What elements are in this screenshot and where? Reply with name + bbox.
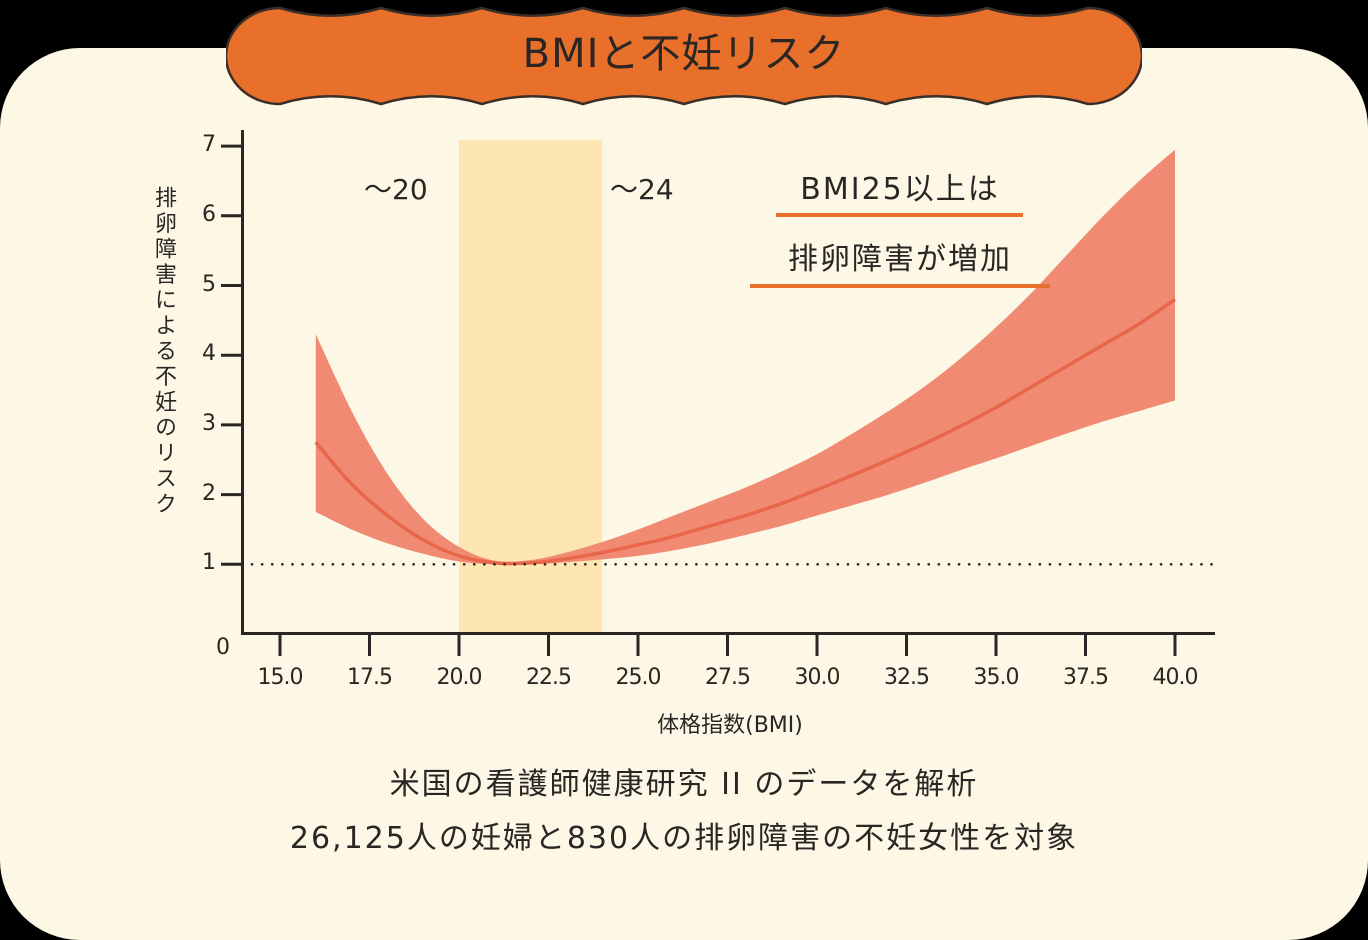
y-tick-label: 4 (202, 341, 216, 367)
caption-line-2: 26,125人の妊婦と830人の排卵障害の不妊女性を対象 (289, 821, 1079, 856)
x-axis-ticks (278, 634, 1177, 656)
confidence-interval-band (315, 149, 1175, 565)
x-tick-label: 15.0 (257, 665, 304, 690)
y-tick-label: 0 (216, 635, 230, 660)
y-tick-label: 1 (202, 550, 216, 576)
annotation-line-1: BMI25以上は (800, 172, 1000, 207)
range-high-label: ～24 (610, 173, 674, 206)
page-title: BMIと不妊リスク (522, 31, 846, 77)
range-low-label: ～20 (364, 173, 428, 206)
annotation-line-2: 排卵障害が増加 (788, 242, 1012, 277)
y-tick-label: 7 (202, 132, 216, 158)
y-axis-label: 排卵障害による不妊のリスク (151, 186, 176, 518)
y-tick-label: 5 (202, 271, 216, 297)
y-tick-label: 6 (202, 201, 216, 227)
x-tick-label: 27.5 (705, 665, 751, 690)
x-tick-label: 35.0 (973, 665, 1020, 690)
title-banner (226, 6, 1142, 106)
x-axis-label: 体格指数(BMI) (657, 713, 803, 738)
x-tick-label: 37.5 (1063, 665, 1109, 690)
x-tick-label: 20.0 (436, 665, 483, 690)
x-tick-label: 30.0 (794, 665, 841, 690)
x-tick-label: 25.0 (615, 665, 662, 690)
risk-curve (314, 297, 1176, 566)
x-tick-label: 17.5 (347, 665, 393, 690)
x-tick-label: 40.0 (1152, 665, 1199, 690)
x-tick-label: 32.5 (884, 665, 930, 690)
y-axis-ticks (221, 144, 243, 566)
y-tick-label: 2 (202, 480, 216, 506)
x-tick-label: 22.5 (526, 665, 572, 690)
caption-line-1: 米国の看護師健康研究 II のデータを解析 (389, 767, 979, 802)
y-tick-label: 3 (202, 410, 216, 436)
